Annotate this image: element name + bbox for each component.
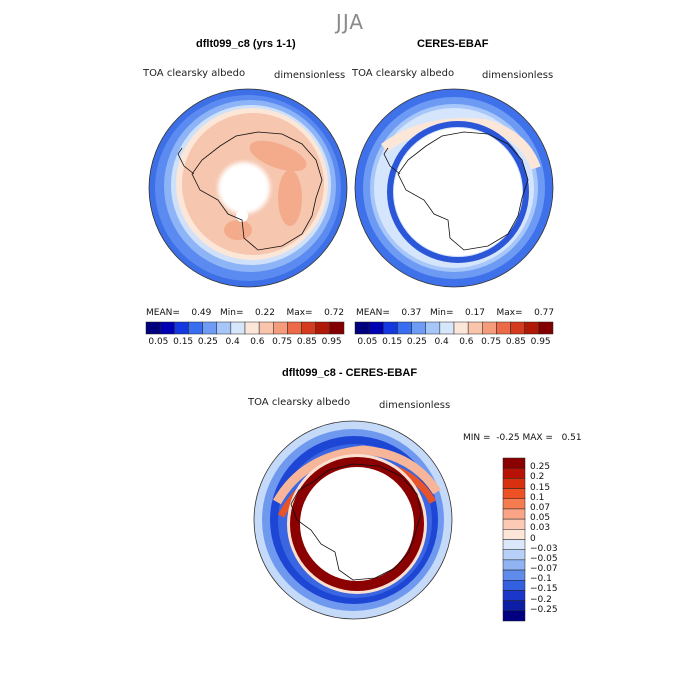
panel-1-colorbar-swatch	[159, 321, 175, 335]
panel-1-colorbar-swatch	[230, 321, 246, 335]
diff-colorbar-swatch	[502, 549, 526, 561]
diff-colorbar	[502, 457, 526, 622]
diff-colorbar-tick-label: 0	[530, 533, 536, 544]
panel-1-title: dflt099_c8 (yrs 1-1)	[196, 38, 296, 50]
panel-2-colorbar-swatch	[510, 321, 525, 335]
panel-2-colorbar-tick-label: 0.95	[530, 337, 551, 347]
diff-colorbar-swatch	[502, 529, 526, 540]
diff-colorbar-swatch	[502, 467, 526, 479]
diff-colorbar-swatch	[502, 478, 526, 489]
panel-1-colorbar-swatch	[174, 321, 189, 335]
panel-2-colorbar-swatch	[439, 321, 455, 335]
panel-2-colorbar-tick-label: 0.25	[406, 337, 427, 347]
panel-1-colorbar-swatch	[329, 321, 345, 335]
panel-1-colorbar-tick-label: 0.6	[250, 337, 265, 347]
diff-colorbar-tick-label: −0.2	[530, 594, 552, 605]
panel-1-colorbar-swatch	[244, 321, 260, 335]
panel-1-colorbar	[145, 321, 345, 335]
diff-colorbar-swatch	[502, 559, 526, 571]
panel-2-colorbar-swatch	[496, 321, 511, 335]
panel-2-colorbar	[354, 321, 554, 335]
panel-2-stats: MEAN= 0.37 Min= 0.17 Max= 0.77	[356, 308, 555, 318]
diff-colorbar-swatch	[502, 498, 526, 510]
panel-2-colorbar-swatch	[538, 321, 554, 335]
diff-panel-units: dimensionless	[379, 400, 451, 411]
diff-colorbar-tick-label: 0.03	[530, 523, 551, 534]
diff-colorbar-swatch	[502, 569, 526, 581]
diff-colorbar-swatch	[502, 600, 526, 612]
panel-1-colorbar-tick-label: 0.85	[296, 337, 317, 347]
diff-colorbar-tick-label: −0.05	[530, 553, 558, 564]
panel-2-colorbar-tick-label: 0.6	[459, 337, 474, 347]
diff-colorbar-swatch	[502, 610, 526, 622]
diff-min-max: MIN = -0.25 MAX = 0.51	[463, 433, 582, 443]
panel-2-colorbar-labels: 0.05 0.15 0.25 0.4 0.6 0.75 0.85 0.95	[355, 337, 553, 349]
panel-1-polar-map	[148, 88, 348, 288]
diff-colorbar-tick-label: −0.1	[530, 574, 552, 585]
panel-2-units: dimensionless	[482, 70, 554, 81]
panel-2-polar-map	[354, 88, 554, 288]
panel-2-colorbar-swatch	[383, 321, 398, 335]
panel-2-colorbar-swatch	[425, 321, 441, 335]
panel-1-colorbar-swatch	[202, 321, 217, 335]
diff-polar-map	[253, 420, 453, 620]
panel-2-variable: TOA clearsky albedo	[352, 68, 455, 79]
diff-colorbar-tick-label: 0.2	[530, 472, 545, 483]
panel-1-colorbar-tick-label: 0.25	[197, 337, 218, 347]
panel-1-colorbar-swatch	[301, 321, 316, 335]
panel-1-colorbar-swatch	[287, 321, 302, 335]
diff-colorbar-swatch	[502, 518, 526, 530]
diff-colorbar-tick-label: 0.15	[530, 482, 551, 493]
panel-1-colorbar-swatch	[258, 321, 274, 335]
diff-colorbar-swatch	[502, 590, 526, 601]
panel-2-colorbar-tick-label: 0.75	[481, 337, 502, 347]
diff-colorbar-tick-label: −0.03	[530, 543, 558, 554]
diff-panel-variable: TOA clearsky albedo	[248, 397, 351, 408]
panel-1-colorbar-labels: 0.05 0.15 0.25 0.4 0.6 0.75 0.85 0.95	[146, 337, 344, 349]
panel-1-colorbar-tick-label: 0.75	[272, 337, 293, 347]
panel-1-colorbar-tick-label: 0.05	[148, 337, 169, 347]
diff-colorbar-swatch	[502, 580, 526, 591]
panel-1-colorbar-swatch	[145, 321, 161, 335]
panel-2-colorbar-tick-label: 0.15	[382, 337, 403, 347]
diff-colorbar-swatch	[502, 457, 526, 469]
panel-1-colorbar-swatch	[216, 321, 232, 335]
panel-2-colorbar-swatch	[411, 321, 426, 335]
diff-colorbar-tick-label: 0.05	[530, 513, 551, 524]
panel-2-colorbar-swatch	[368, 321, 384, 335]
diff-colorbar-swatch	[502, 539, 526, 550]
panel-2-title: CERES-EBAF	[417, 38, 489, 50]
diff-colorbar-swatch	[502, 488, 526, 499]
diff-colorbar-labels: 0.25 0.2 0.15 0.1 0.07 0.05 0.03 0 −0.03 −0.05 −0.…	[530, 458, 590, 621]
diff-colorbar-tick-label: 0.25	[530, 462, 551, 473]
panel-2-colorbar-tick-label: 0.05	[357, 337, 378, 347]
panel-2-colorbar-tick-label: 0.4	[434, 337, 449, 347]
panel-2-colorbar-swatch	[354, 321, 370, 335]
diff-colorbar-tick-label: −0.25	[530, 604, 558, 615]
diff-colorbar-swatch	[502, 508, 526, 520]
panel-1-colorbar-swatch	[273, 321, 288, 335]
diff-colorbar-tick-label: 0.07	[530, 502, 551, 513]
panel-1-colorbar-tick-label: 0.15	[173, 337, 194, 347]
panel-1-colorbar-tick-label: 0.4	[225, 337, 240, 347]
panel-2-colorbar-swatch	[397, 321, 412, 335]
diff-colorbar-tick-label: 0.1	[530, 492, 545, 503]
panel-2-colorbar-swatch	[467, 321, 483, 335]
panel-1-stats: MEAN= 0.49 Min= 0.22 Max= 0.72	[146, 308, 345, 318]
panel-2-colorbar-swatch	[453, 321, 469, 335]
panel-1-variable: TOA clearsky albedo	[143, 68, 246, 79]
panel-1-colorbar-swatch	[315, 321, 331, 335]
diff-panel-title: dflt099_c8 - CERES-EBAF	[282, 367, 418, 379]
panel-2-colorbar-swatch	[524, 321, 540, 335]
panel-2-colorbar-tick-label: 0.85	[505, 337, 526, 347]
panel-1-colorbar-swatch	[188, 321, 203, 335]
panel-2-colorbar-swatch	[482, 321, 497, 335]
diff-colorbar-tick-label: −0.15	[530, 584, 558, 595]
panel-1-colorbar-tick-label: 0.95	[321, 337, 342, 347]
season-title: JJA	[335, 10, 365, 34]
diff-colorbar-tick-label: −0.07	[530, 564, 558, 575]
panel-1-units: dimensionless	[274, 70, 346, 81]
